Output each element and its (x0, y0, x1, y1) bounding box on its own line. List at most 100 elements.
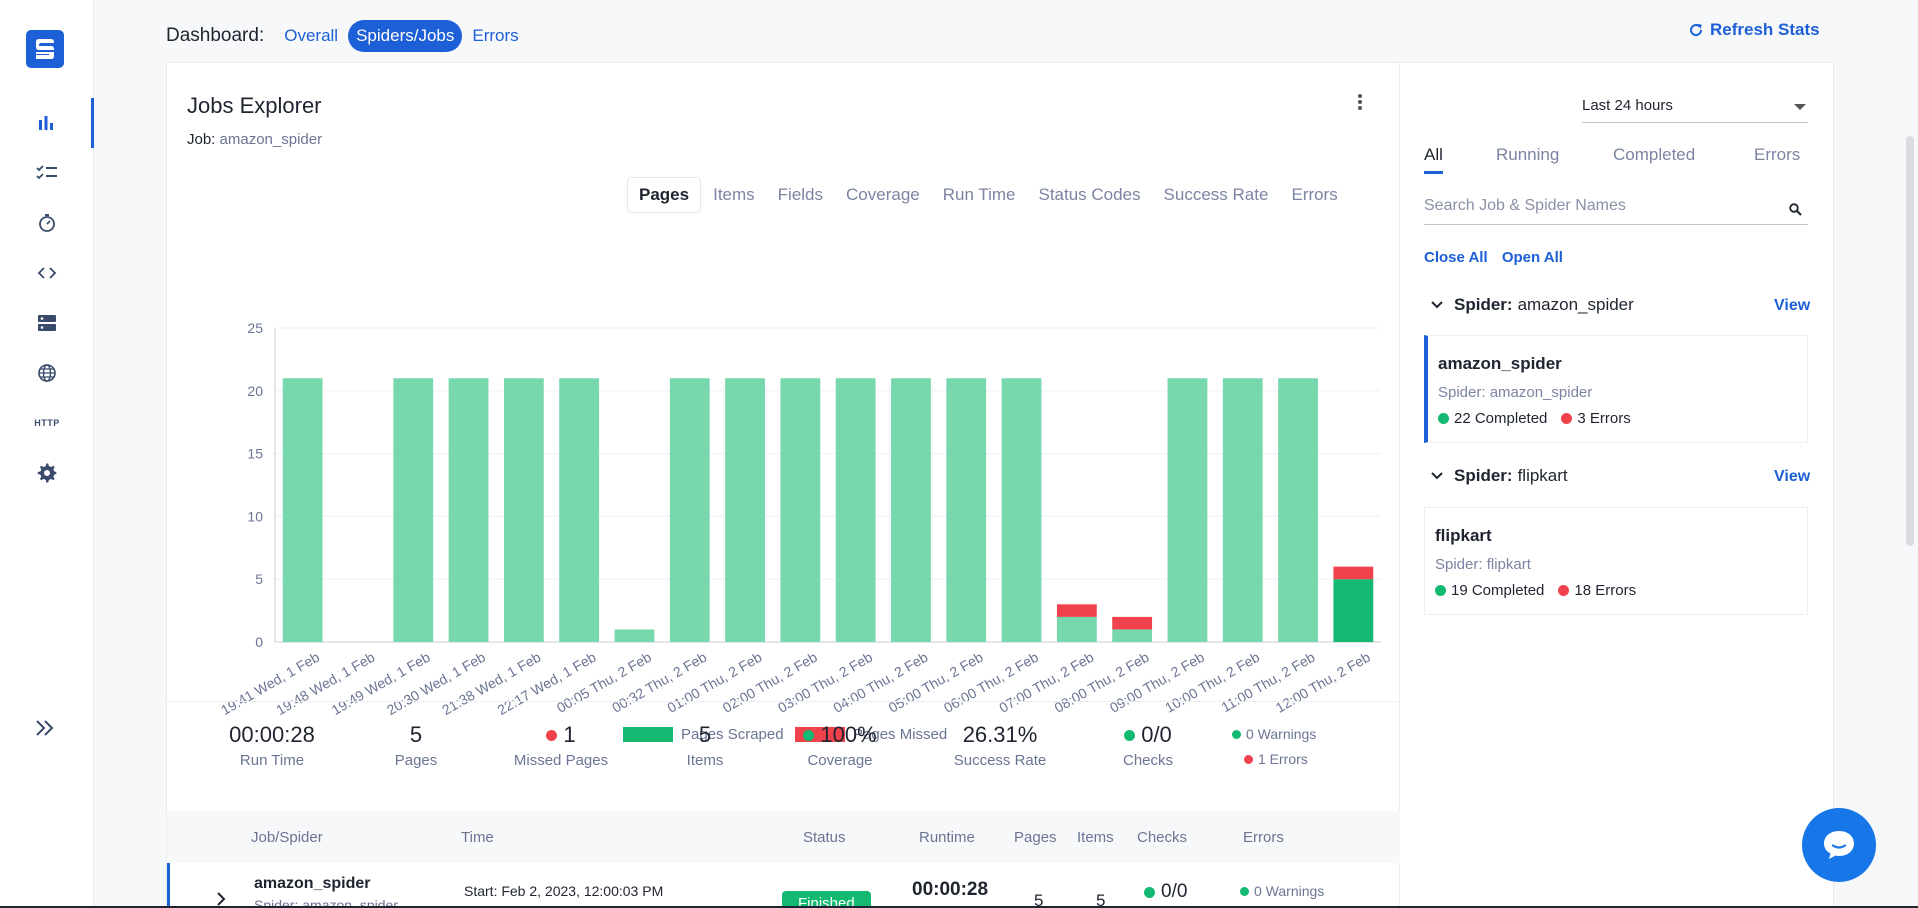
stat-pages: 5 Pages (336, 722, 496, 769)
bar-pages-scraped (1001, 378, 1042, 642)
y-tick-label: 20 (247, 383, 263, 399)
filter-tab-completed[interactable]: Completed (1613, 145, 1696, 164)
y-tick-label: 5 (255, 571, 263, 587)
open-all-link[interactable]: Open All (1501, 249, 1563, 266)
stat-run-time: 00:00:28 Run Time (192, 722, 352, 769)
bar-pages-scraped (503, 378, 544, 642)
stat-label: Coverage (807, 752, 873, 769)
jobs-table-header: Job/Spider Time Status Runtime Pages Ite… (167, 811, 1401, 863)
expand-sidebar-button[interactable] (34, 718, 56, 743)
tab-errors[interactable]: Errors (472, 26, 519, 45)
filter-tab-all[interactable]: All (1424, 145, 1443, 174)
spider-name: amazon_spider (1517, 295, 1634, 314)
row-runtime: 00:00:28 (912, 879, 989, 900)
spider-group-header[interactable]: Spider: flipkart (1430, 466, 1568, 486)
nav-settings[interactable] (0, 448, 94, 498)
nav-checks[interactable] (0, 148, 94, 198)
sidebar: HTTP (0, 0, 94, 908)
nav-jobs[interactable] (0, 198, 94, 248)
green-dot-icon (1232, 730, 1241, 739)
nav-servers[interactable] (0, 298, 94, 348)
jobs-explorer-panel: Jobs Explorer Job: amazon_spider Pages I… (166, 62, 1401, 908)
column-header[interactable]: Pages (1014, 829, 1057, 846)
filter-tab-running[interactable]: Running (1496, 145, 1560, 164)
errors-count: 18 Errors (1574, 582, 1637, 599)
chart-tab-fields[interactable]: Fields (777, 185, 824, 204)
nav-stats[interactable] (0, 98, 94, 148)
errors-count: 1 Errors (1258, 751, 1308, 767)
page-title: Jobs Explorer (187, 93, 322, 118)
bar-pages-scraped (669, 378, 710, 642)
chart-tab-errors[interactable]: Errors (1291, 185, 1338, 204)
stat-value: 26.31% (962, 722, 1038, 747)
bar-pages-scraped (1278, 378, 1318, 642)
column-header[interactable]: Errors (1243, 829, 1284, 846)
page-scrollbar[interactable] (1906, 136, 1914, 546)
spider-key: Spider: (1454, 295, 1513, 314)
refresh-icon (1690, 24, 1703, 37)
job-card[interactable]: amazon_spider Spider: amazon_spider 22 C… (1424, 335, 1808, 443)
more-options-button[interactable] (1357, 93, 1363, 116)
bar-pages-missed (1333, 566, 1374, 580)
chart-tab-pages[interactable]: Pages (627, 177, 702, 213)
view-spider-link[interactable]: View (1774, 297, 1811, 314)
chart-tab-coverage[interactable]: Coverage (846, 185, 920, 204)
legend-label: Pages Scraped (681, 726, 784, 743)
job-card-stats: 22 Completed 3 Errors (1438, 410, 1631, 427)
legend-label: Pages Missed (853, 726, 947, 743)
globe-icon (38, 364, 56, 382)
column-header[interactable]: Items (1077, 829, 1114, 846)
column-header[interactable]: Checks (1137, 829, 1188, 846)
bar-pages-scraped (1112, 629, 1153, 642)
green-dot-icon (1240, 886, 1249, 896)
green-dot-icon (1124, 729, 1136, 741)
stat-value: 1 (563, 722, 576, 747)
tab-overall[interactable]: Overall (284, 26, 339, 45)
nav-code[interactable] (0, 248, 94, 298)
row-checks-value: 0/0 (1161, 881, 1188, 902)
stat-success-rate: 26.31% Success Rate (920, 722, 1080, 769)
search-icon[interactable] (1789, 203, 1802, 216)
spider-name: flipkart (1517, 466, 1568, 485)
bar-pages-scraped (1222, 378, 1263, 642)
job-card[interactable]: flipkart Spider: flipkart 19 Completed 1… (1424, 507, 1808, 615)
search-input[interactable] (1424, 193, 1764, 215)
refresh-stats-button[interactable]: Refresh Stats (1688, 20, 1820, 40)
row-pages: 5 (1034, 891, 1044, 908)
close-all-link[interactable]: Close All (1424, 249, 1488, 266)
tab-spiders-jobs[interactable]: Spiders/Jobs (348, 20, 463, 52)
app-logo[interactable] (26, 30, 64, 68)
column-header[interactable]: Time (461, 829, 494, 846)
y-tick-label: 10 (247, 508, 263, 524)
row-job-name[interactable]: amazon_spider (254, 875, 371, 892)
time-range-select[interactable]: Last 24 hours (1582, 93, 1808, 123)
chart-tab-items[interactable]: Items (713, 185, 755, 204)
logo-icon (36, 39, 54, 59)
time-range-value: Last 24 hours (1582, 97, 1673, 114)
spider-group-header[interactable]: Spider: amazon_spider (1430, 295, 1634, 315)
job-card-spider: Spider: flipkart (1435, 556, 1531, 573)
column-header[interactable]: Job/Spider (251, 829, 323, 846)
nav-http[interactable]: HTTP (0, 398, 94, 448)
expand-row-button[interactable] (216, 891, 226, 908)
red-dot-icon (1561, 413, 1573, 424)
red-dot-icon (1558, 585, 1570, 596)
bar-pages-scraped (282, 378, 323, 642)
chart-tab-status-codes[interactable]: Status Codes (1038, 185, 1141, 204)
dashboard-label: Dashboard: (166, 25, 265, 46)
bar-pages-missed (1056, 604, 1097, 617)
expand-collapse-links: Close All Open All (1424, 249, 1573, 266)
table-row[interactable]: amazon_spider Spider: amazon_spider Star… (167, 863, 1401, 908)
chat-button[interactable] (1802, 808, 1876, 882)
view-spider-link[interactable]: View (1774, 468, 1811, 485)
job-card-stats: 19 Completed 18 Errors (1435, 582, 1636, 599)
chart-tab-success-rate[interactable]: Success Rate (1163, 185, 1269, 204)
spider-key: Spider: (1454, 466, 1513, 485)
column-header[interactable]: Runtime (919, 829, 975, 846)
filter-tab-errors[interactable]: Errors (1754, 145, 1801, 164)
bar-pages-scraped (780, 378, 821, 642)
chart-tabs: Pages Items Fields Coverage Run Time Sta… (627, 177, 1350, 213)
nav-proxies[interactable] (0, 348, 94, 398)
column-header[interactable]: Status (803, 829, 846, 846)
chart-tab-run-time[interactable]: Run Time (942, 185, 1016, 204)
